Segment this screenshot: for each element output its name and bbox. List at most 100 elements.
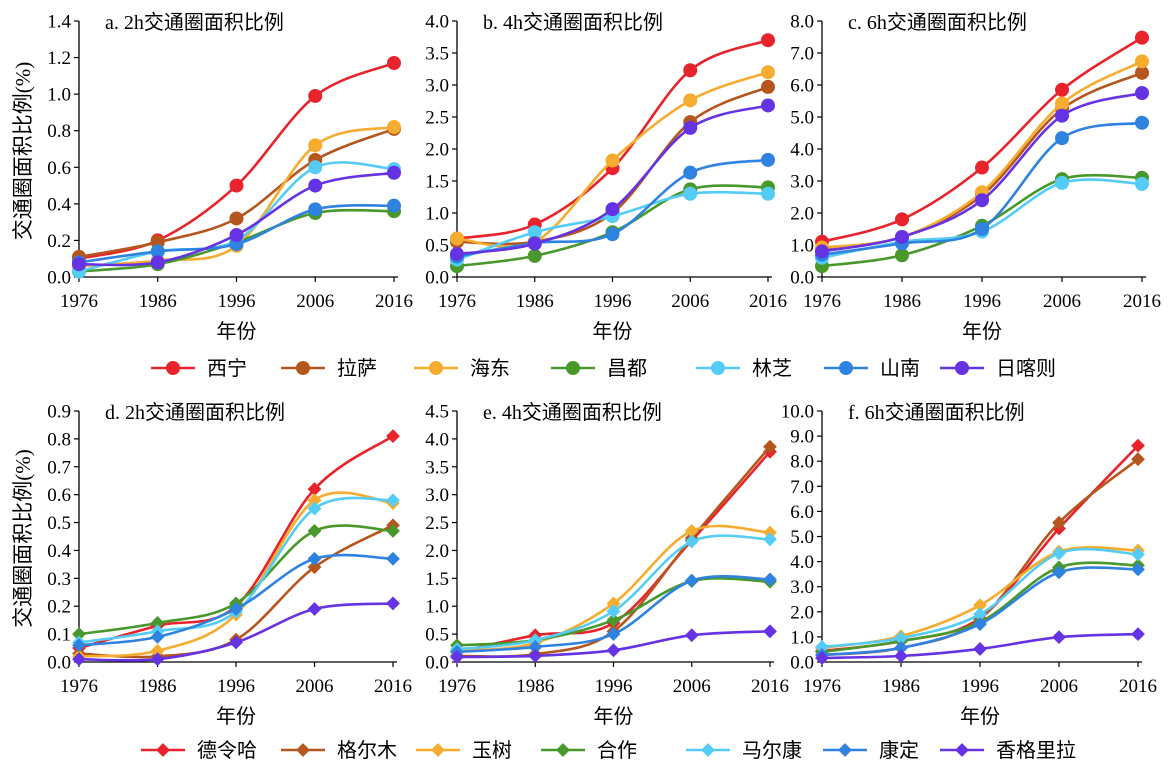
data-point — [761, 65, 775, 80]
data-point — [683, 93, 698, 108]
data-point — [527, 236, 542, 251]
legend-label: 日喀则 — [996, 357, 1056, 380]
x-tick-label: 1986 — [882, 676, 920, 697]
series-3 — [815, 543, 1145, 655]
legend-label: 拉萨 — [337, 357, 377, 380]
data-point — [1055, 108, 1069, 123]
data-point — [307, 501, 322, 516]
data-point — [815, 244, 829, 259]
legend-top: 西宁 拉萨 海东 昌都 林芝 山南 日喀则 — [151, 357, 1056, 380]
x-tick-label: 1976 — [438, 291, 476, 312]
data-point — [763, 624, 777, 639]
y-tick-label: 2.5 — [425, 108, 449, 129]
y-tick-label: 1.0 — [425, 204, 449, 225]
x-tick-label: 1996 — [218, 291, 256, 312]
chart-title: e. 4h交通圈面积比例 — [483, 401, 662, 424]
x-axis-label: 年份 — [594, 705, 634, 728]
y-tick-label: 8.0 — [790, 12, 814, 33]
y-tick-label: 0.5 — [47, 513, 71, 534]
series-7 — [450, 98, 775, 261]
data-point — [895, 248, 909, 263]
x-tick-label: 2006 — [673, 676, 711, 697]
y-tick-label: 1.5 — [425, 569, 449, 590]
data-point — [308, 88, 323, 103]
x-axis-label: 年份 — [217, 320, 257, 343]
x-tick-label: 2016 — [749, 291, 787, 312]
series-line — [77, 491, 395, 658]
legend-label: 昌都 — [607, 357, 647, 380]
data-point — [386, 551, 400, 566]
y-tick-label: 4.0 — [425, 12, 449, 33]
chart-title: f. 6h交通圈面积比例 — [848, 401, 1025, 424]
data-point — [387, 56, 401, 71]
legend-item: 德令哈 — [141, 739, 257, 762]
data-point — [606, 643, 621, 658]
y-tick-label: 0.8 — [47, 121, 71, 142]
data-point — [229, 602, 243, 616]
y-axis-label: 交通圈面积比例(%) — [11, 449, 35, 627]
data-point — [1052, 546, 1066, 561]
y-tick-label: 0.4 — [47, 541, 71, 562]
y-tick-label: 4.0 — [425, 429, 449, 450]
legend-label: 香格里拉 — [996, 739, 1076, 762]
data-point — [763, 532, 777, 547]
legend-item: 西宁 — [151, 357, 247, 380]
legend-bottom: 德令哈 格尔木 玉树 合作 马尔康 康定 香格里拉 — [141, 739, 1076, 762]
data-point — [450, 650, 464, 664]
series-7 — [72, 596, 400, 667]
data-point — [527, 248, 542, 263]
data-point — [975, 222, 989, 236]
y-tick-label: 2.5 — [425, 513, 449, 534]
x-tick-label: 1996 — [963, 291, 1001, 312]
legend-label: 玉树 — [472, 739, 512, 762]
data-point — [450, 231, 464, 246]
y-tick-label: 2.0 — [790, 204, 814, 225]
data-point — [761, 79, 775, 94]
x-tick-label: 2016 — [374, 676, 412, 697]
y-tick-label: 0.6 — [47, 158, 71, 179]
y-tick-label: 3.0 — [790, 172, 814, 193]
x-tick-label: 2006 — [296, 291, 334, 312]
y-tick-label: 0.2 — [47, 597, 71, 618]
data-point — [1135, 86, 1149, 100]
series-6 — [815, 115, 1149, 262]
chart-title: b. 4h交通圈面积比例 — [483, 11, 663, 34]
chart-title: d. 2h交通圈面积比例 — [105, 401, 285, 424]
data-point — [308, 178, 323, 193]
data-point — [683, 165, 698, 180]
data-point — [761, 33, 775, 48]
y-tick-label: 5.0 — [790, 527, 814, 548]
legend-item: 日喀则 — [940, 357, 1056, 380]
y-tick-label: 7.0 — [790, 477, 814, 498]
legend-marker — [429, 361, 443, 375]
legend-item: 昌都 — [551, 357, 647, 380]
series-line — [820, 36, 1144, 244]
x-tick-label: 1996 — [595, 676, 633, 697]
y-tick-label: 0.0 — [790, 653, 814, 674]
data-point — [1135, 54, 1149, 69]
legend-label: 合作 — [597, 739, 637, 762]
data-point — [72, 638, 86, 653]
data-point — [975, 160, 989, 175]
data-point — [307, 560, 322, 575]
y-tick-label: 3.0 — [425, 485, 449, 506]
data-point — [1055, 82, 1069, 97]
y-tick-label: 6.0 — [790, 76, 814, 97]
legend-marker — [711, 361, 725, 375]
y-tick-label: 0.2 — [47, 231, 71, 252]
chart-panel-e: 0.0 0.5 1.0 1.5 2.0 2.5 3.0 3.5 4.0 4.5 1976 1986 19… — [425, 401, 789, 728]
y-tick-label: 1.0 — [425, 597, 449, 618]
data-point — [386, 429, 400, 444]
y-tick-label: 0.0 — [425, 653, 449, 674]
y-tick-label: 2.0 — [790, 602, 814, 623]
data-point — [150, 652, 165, 667]
data-point — [229, 178, 244, 193]
data-point — [684, 534, 699, 549]
data-point — [1052, 630, 1066, 645]
y-tick-label: 0.4 — [47, 194, 71, 215]
data-point — [761, 186, 775, 201]
y-tick-label: 0.1 — [47, 625, 71, 646]
y-tick-label: 6.0 — [790, 502, 814, 523]
series-5 — [72, 493, 400, 650]
